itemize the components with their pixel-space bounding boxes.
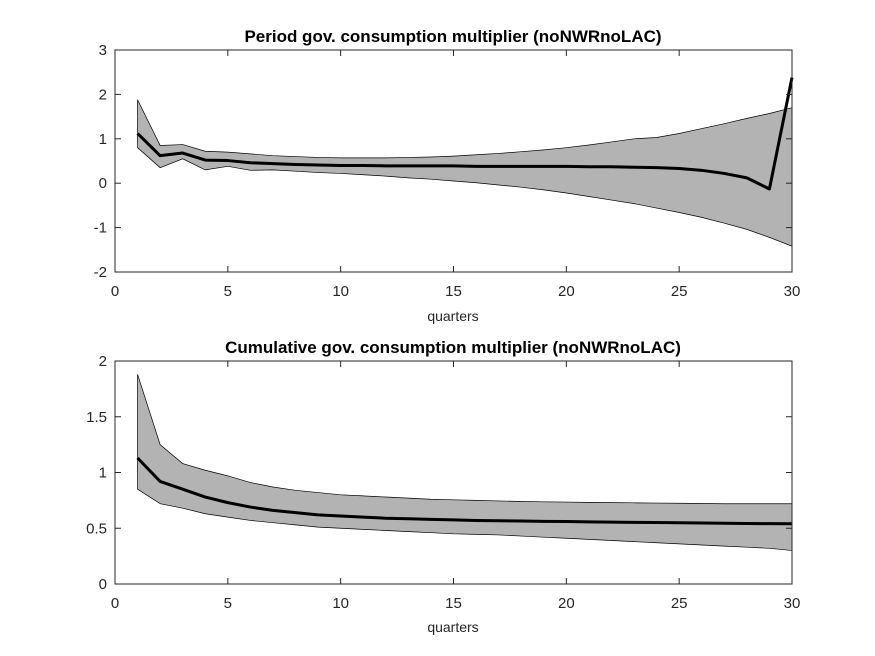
cumulative-x-tick-label: 25 <box>671 595 688 612</box>
period-x-tick-label: 10 <box>332 283 349 300</box>
cumulative-y-tick-label: 1.5 <box>86 409 107 426</box>
cumulative-multiplier-panel: Cumulative gov. consumption multiplier (… <box>86 338 800 635</box>
cumulative-axes-background <box>115 361 792 584</box>
cumulative-x-tick-label: 0 <box>111 595 119 612</box>
period-y-tick-label: -1 <box>94 220 107 237</box>
period-y-tick-label: 0 <box>99 175 107 192</box>
period-x-tick-label: 15 <box>445 283 462 300</box>
period-chart-title: Period gov. consumption multiplier (noNW… <box>244 27 661 46</box>
period-y-tick-label: -2 <box>94 264 107 281</box>
cumulative-chart-title: Cumulative gov. consumption multiplier (… <box>225 338 681 357</box>
period-x-tick-label: 5 <box>224 283 232 300</box>
cumulative-x-tick-label: 20 <box>558 595 575 612</box>
cumulative-y-tick-label: 1 <box>99 465 107 482</box>
period-x-tick-label: 25 <box>671 283 688 300</box>
cumulative-y-tick-label: 0 <box>99 576 107 593</box>
period-plot-area: 0 5 10 15 20 25 30 -2 -1 0 1 2 3 <box>94 42 801 300</box>
cumulative-y-tick-label: 2 <box>99 353 107 370</box>
period-x-tick-label: 0 <box>111 283 119 300</box>
cumulative-median-line <box>136 456 793 526</box>
period-multiplier-panel: Period gov. consumption multiplier (noNW… <box>94 27 801 324</box>
cumulative-x-tick-label: 30 <box>784 595 801 612</box>
cumulative-x-tick-label: 15 <box>445 595 462 612</box>
period-median-line <box>136 77 794 191</box>
cumulative-x-tick-label: 10 <box>332 595 349 612</box>
period-x-tick-label: 30 <box>784 283 801 300</box>
cumulative-plot-area: 0 5 10 15 20 25 30 0 0.5 1 1.5 2 <box>86 353 800 612</box>
period-x-tick-label: 20 <box>558 283 575 300</box>
period-y-tick-label: 3 <box>99 42 107 59</box>
cumulative-y-tick-label: 0.5 <box>86 520 107 537</box>
cumulative-x-tick-label: 5 <box>224 595 232 612</box>
period-y-tick-label: 2 <box>99 86 107 103</box>
period-y-tick-label: 1 <box>99 131 107 148</box>
period-x-axis-label: quarters <box>427 308 478 324</box>
cumulative-x-axis-label: quarters <box>427 619 478 635</box>
